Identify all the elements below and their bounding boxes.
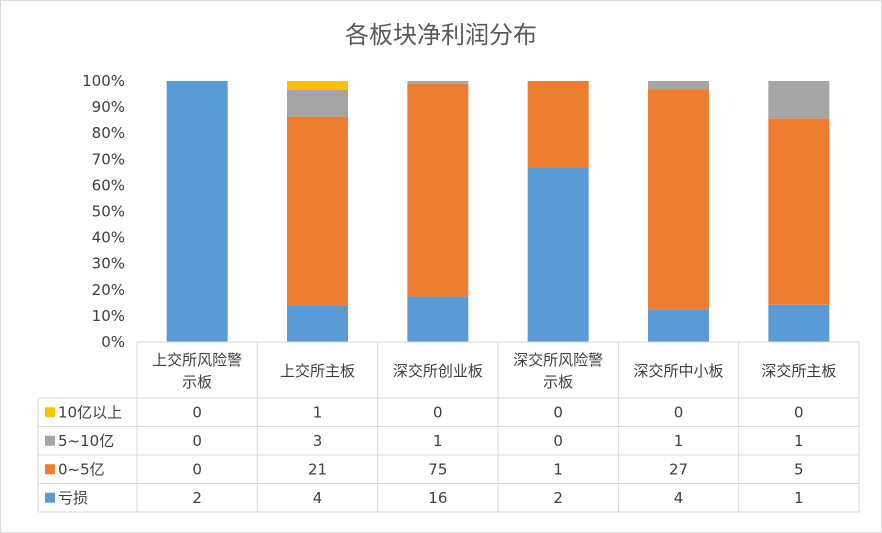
legend-swatch [45,492,55,503]
bar-segment [768,118,830,305]
legend-label: 10亿以上 [58,403,122,421]
table-cell-value: 3 [313,432,323,450]
table-cell-value: 75 [428,460,447,478]
y-tick-label: 90% [92,98,125,116]
bar-segment [407,81,469,84]
y-tick-label: 10% [92,307,125,325]
table-cell-value: 0 [674,403,684,421]
category-label: 示板 [182,373,212,391]
y-tick-label: 50% [92,203,125,221]
table-cell-value: 2 [553,489,563,507]
table-cell-value: 0 [553,432,563,450]
table-cell-value: 1 [313,403,323,421]
table-cell-value: 0 [553,403,563,421]
bar-segment [287,81,348,90]
y-axis: 0% 10% 20% 30% 40% 50% 60% 70% 80% 90% 100% [82,72,125,351]
table-cell-value: 2 [192,489,202,507]
bar-segment [768,304,830,342]
y-tick-label: 100% [82,72,125,90]
bar-segment [527,81,589,168]
bar-segment [768,81,830,119]
y-tick-label: 30% [92,255,125,273]
legend-label: 0~5亿 [58,460,105,478]
category-label: 深交所主板 [761,362,836,380]
table-cell-value: 21 [308,460,327,478]
bar-segment [648,89,709,310]
category-label: 深交所中小板 [633,362,723,380]
table-cell-value: 4 [313,489,323,507]
bar-segment [287,117,348,306]
table-cell-value: 16 [428,489,447,507]
bar-segment [648,81,709,90]
category-label: 深交所创业板 [393,362,483,380]
category-label: 上交所主板 [280,362,355,380]
legend-swatch [45,464,55,475]
table-cell-value: 1 [433,432,443,450]
bars [166,81,830,342]
y-tick-label: 80% [92,124,125,142]
table-cell-value: 1 [794,432,804,450]
table-cell-value: 0 [192,460,202,478]
y-tick-label: 20% [92,281,125,299]
category-label: 深交所风险警 [513,351,603,369]
table-cell-value: 5 [794,460,804,478]
bar-segment [287,90,348,117]
table-cell-value: 27 [669,460,688,478]
y-tick-label: 70% [92,150,125,168]
table-cell-value: 0 [433,403,443,421]
chart-title: 各板块净利润分布 [345,21,537,49]
category-label: 示板 [543,373,573,391]
legend-swatch [45,407,55,418]
bar-segment [166,81,228,342]
bar-segment [527,168,589,342]
y-tick-label: 40% [92,229,125,247]
table-cell-value: 0 [794,403,804,421]
table-cell-value: 0 [192,432,202,450]
table-cell-value: 1 [553,460,563,478]
bar-segment [648,309,709,342]
legend-label: 5~10亿 [58,432,114,450]
table-cell-value: 4 [674,489,684,507]
bar-segment [407,296,469,342]
table-cell-value: 1 [674,432,684,450]
table-cell-value: 1 [794,489,804,507]
legend-label: 亏损 [58,489,88,507]
bar-segment [287,306,348,342]
y-tick-label: 60% [92,176,125,194]
y-tick-label: 0% [101,333,125,351]
category-label: 上交所风险警 [152,351,242,369]
bar-segment [407,83,469,297]
legend-swatch [45,435,55,446]
table-cell-value: 0 [192,403,202,421]
